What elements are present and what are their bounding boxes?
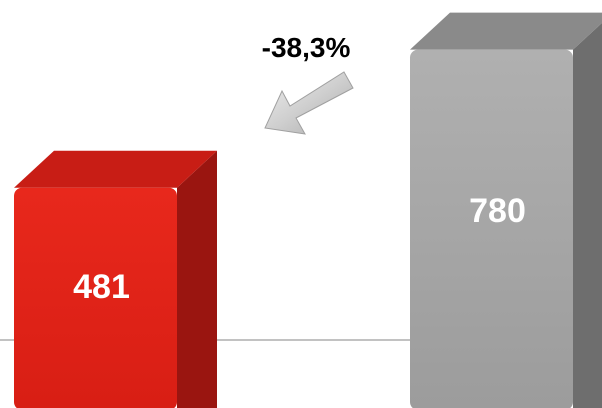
bar-481-front [14, 187, 177, 408]
bar-481-top [14, 150, 217, 188]
arrow-down-left-icon [264, 71, 354, 135]
bars-group: 481 780 [14, 12, 602, 408]
bar-481: 481 [14, 150, 217, 408]
data-label-780: 780 [469, 192, 526, 230]
change-percent-label: -38,3% [262, 32, 351, 63]
bar-780-top [410, 12, 602, 50]
bar-780-front [410, 49, 573, 408]
bar-780: 780 [410, 12, 602, 408]
change-annotation: -38,3% [262, 32, 354, 135]
bar-780-side [573, 22, 602, 408]
data-label-481: 481 [73, 268, 130, 306]
bar-481-side [177, 150, 217, 408]
